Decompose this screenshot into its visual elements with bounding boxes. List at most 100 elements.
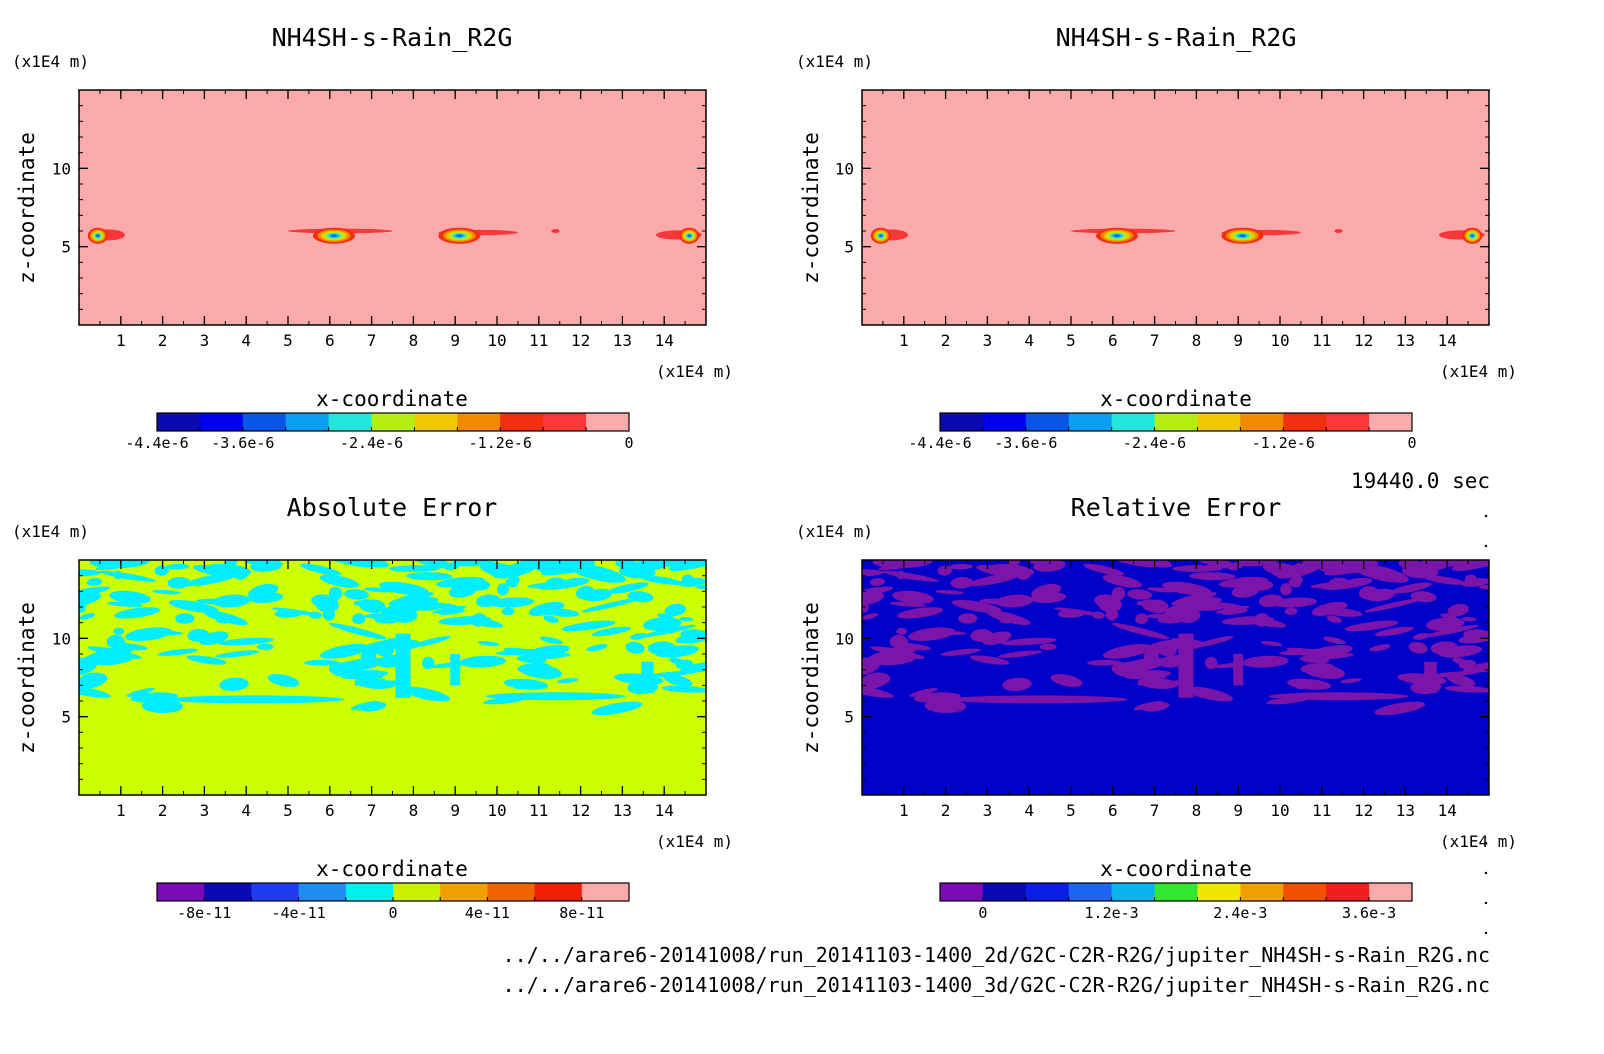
x-tick-label: 5: [283, 331, 293, 350]
contour-blob: [1239, 234, 1245, 237]
contour-patch: [591, 626, 631, 637]
contour-patch: [986, 610, 1031, 626]
x-tick-label: 7: [367, 331, 377, 350]
y-unit-label: (x1E4 m): [796, 52, 873, 71]
contour-patch: [870, 646, 925, 659]
contour-patch: [1440, 613, 1457, 619]
x-tick-label: 8: [1192, 801, 1202, 820]
colorbar-swatch: [371, 413, 415, 431]
contour-patch: [1033, 560, 1066, 572]
contour-patch: [586, 644, 608, 652]
contour-patch: [1205, 656, 1218, 670]
x-tick-label: 13: [613, 801, 632, 820]
contour-patch: [1462, 661, 1489, 674]
colorbar-label: 3.6e-3: [1342, 904, 1396, 922]
contour-patch: [1452, 657, 1468, 665]
contour-patch: [497, 583, 509, 596]
x-tick-label: 7: [1150, 331, 1160, 350]
contour-patch: [958, 613, 978, 624]
field-background: [79, 560, 706, 795]
x-unit-label: (x1E4 m): [1440, 362, 1517, 381]
contour-patch: [363, 613, 403, 620]
contour-patch: [1424, 661, 1437, 694]
x-tick-label: 1: [116, 801, 126, 820]
contour-patch: [998, 650, 1043, 658]
contour-patch: [669, 657, 685, 665]
contour-patch: [113, 627, 125, 635]
colorbar-swatch: [157, 413, 201, 431]
contour-patch: [1178, 633, 1194, 698]
contour-patch: [1408, 641, 1428, 654]
contour-patch: [1127, 589, 1153, 600]
contour-patch: [1288, 578, 1302, 588]
x-tick-label: 6: [325, 331, 335, 350]
contour-patch: [969, 655, 1010, 665]
colorbar-swatch: [1025, 413, 1070, 431]
contour-patch: [1145, 599, 1169, 614]
contour-patch: [1284, 607, 1298, 616]
contour-patch: [79, 685, 111, 698]
contour-patch: [541, 564, 575, 576]
colorbar-swatch: [940, 883, 984, 901]
contour-patch: [528, 601, 565, 617]
colorbar-swatch: [393, 883, 441, 901]
colorbar-swatch: [1068, 413, 1113, 431]
contour-patch: [274, 609, 303, 618]
contour-patch: [1233, 654, 1244, 686]
contour-patch: [1086, 659, 1122, 666]
contour-patch: [1105, 608, 1119, 621]
x-tick-label: 14: [1438, 801, 1457, 820]
contour-patch: [1402, 561, 1429, 576]
contour-patch: [679, 616, 694, 622]
x-tick-label: 12: [571, 331, 590, 350]
y-unit-label: (x1E4 m): [12, 52, 89, 71]
contour-patch: [889, 601, 927, 607]
contour-patch: [344, 589, 370, 600]
contour-patch: [1143, 702, 1170, 712]
x-tick-label: 11: [1312, 331, 1331, 350]
colorbar-frame: [939, 412, 1413, 432]
colorbar-swatch: [285, 413, 330, 431]
contour-patch: [655, 645, 699, 658]
contour-patch: [316, 599, 339, 613]
contour-patch: [987, 563, 1035, 577]
contour-patch: [501, 607, 515, 616]
contour-patch: [267, 674, 300, 687]
colorbar-label: -1.2e-6: [1252, 434, 1315, 452]
contour-patch: [322, 608, 336, 621]
x-tick-label: 3: [983, 331, 993, 350]
colorbar-label: -3.6e-6: [994, 434, 1057, 452]
x-tick-label: 2: [158, 331, 168, 350]
contour-blob: [331, 234, 337, 237]
y-axis-label: z-coordinate: [15, 132, 39, 284]
file-path-3d: ../../arare6-20141008/run_20141103-1400_…: [503, 973, 1490, 997]
contour-patch: [1195, 560, 1235, 569]
contour-patch: [1446, 674, 1476, 687]
contour-patch: [406, 572, 453, 581]
contour-field: [862, 560, 1489, 795]
x-tick-label: 1: [899, 801, 909, 820]
contour-patch: [79, 675, 107, 692]
x-tick-label: 6: [1108, 801, 1118, 820]
colorbar: -4.4e-6 -3.6e-6 -2.4e-6 -1.2e-6 0: [125, 412, 634, 452]
contour-field: [862, 90, 1489, 325]
contour-patch: [106, 634, 126, 649]
contour-patch: [1374, 626, 1414, 637]
contour-patch: [86, 578, 102, 586]
y-tick-label: 10: [835, 159, 854, 178]
contour-patch: [412, 636, 451, 648]
x-tick-label: 1: [899, 331, 909, 350]
contour-patch: [165, 563, 190, 570]
panel-title: NH4SH-s-Rain_R2G: [1056, 23, 1297, 52]
colorbar-swatch: [414, 413, 458, 431]
contour-patch: [79, 569, 101, 577]
x-tick-label: 10: [1270, 331, 1289, 350]
x-tick-label: 2: [941, 331, 951, 350]
contour-patch: [1324, 564, 1358, 576]
contour-patch: [679, 661, 706, 674]
contour-patch: [909, 687, 938, 697]
colorbar-swatch: [1154, 413, 1198, 431]
x-tick-label: 6: [325, 801, 335, 820]
x-tick-label: 9: [450, 331, 460, 350]
